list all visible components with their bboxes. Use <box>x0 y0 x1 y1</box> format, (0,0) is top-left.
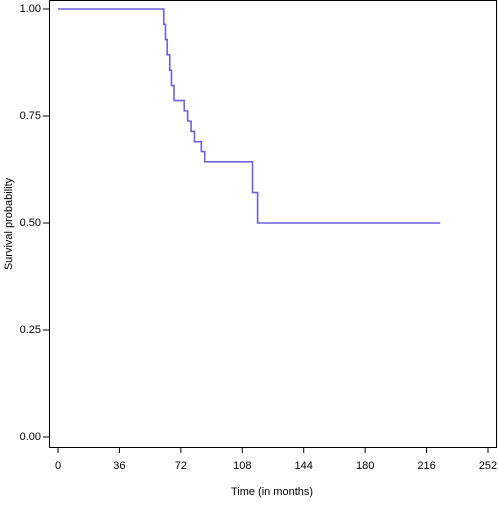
y-axis-label: Survival probability <box>3 177 15 270</box>
x-tick-label: 108 <box>233 460 251 472</box>
x-tick-label: 216 <box>417 460 435 472</box>
y-tick-label: 0.50 <box>20 217 41 229</box>
plot-frame <box>49 0 497 448</box>
survival-curve <box>58 8 441 224</box>
x-axis-label: Time (in months) <box>231 486 313 498</box>
x-tick-label: 0 <box>55 460 61 472</box>
x-tick-label: 144 <box>295 460 313 472</box>
y-tick-label: 1.00 <box>20 3 41 15</box>
x-tick-label: 252 <box>479 460 497 472</box>
y-tick-label: 0.75 <box>20 110 41 122</box>
x-tick-label: 180 <box>356 460 374 472</box>
y-tick-label: 0.25 <box>20 324 41 336</box>
x-tick-label: 72 <box>175 460 187 472</box>
x-tick-label: 36 <box>113 460 125 472</box>
y-tick-label: 0.00 <box>20 431 41 443</box>
